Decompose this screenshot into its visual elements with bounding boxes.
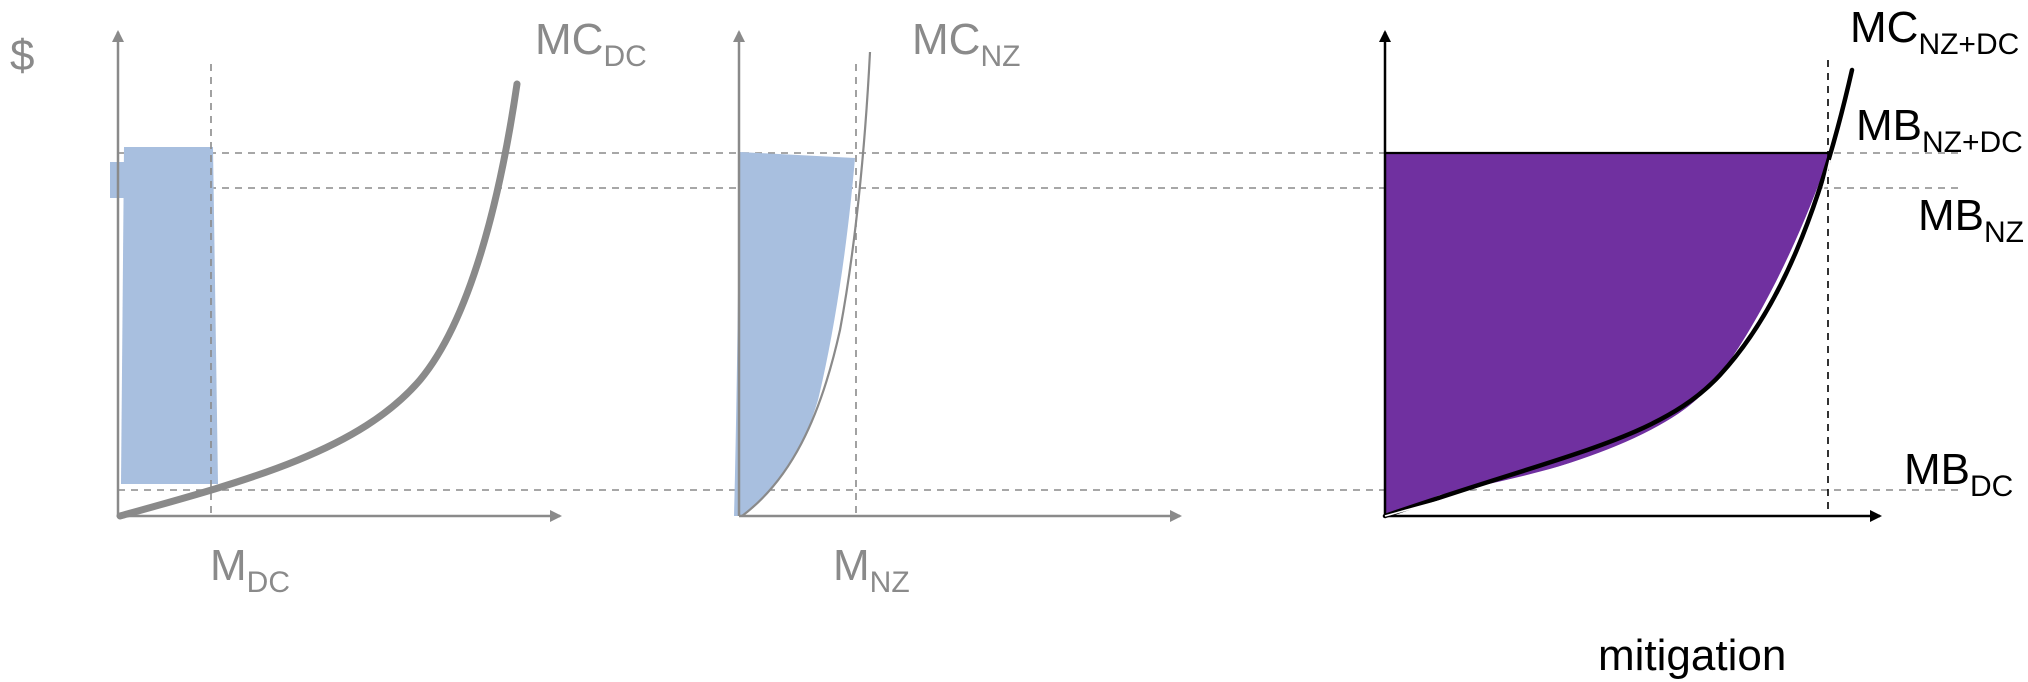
x-axis-label: mitigation <box>1598 631 1786 680</box>
mc-dc-label-sub: DC <box>603 40 646 73</box>
mc-nz-label: MCNZ <box>912 15 1020 73</box>
mc-dc-label: MCDC <box>535 15 647 73</box>
y-axis-label: $ <box>10 31 34 80</box>
m-nz-label-sub: NZ <box>870 566 910 599</box>
panel-nz <box>733 30 1182 522</box>
mb-dc-label-sub: DC <box>1970 470 2013 503</box>
mb-nz-dc-label-sub: NZ+DC <box>1922 126 2023 159</box>
panel-combined <box>1379 30 1882 522</box>
mc-nz-dc-label: MCNZ+DC <box>1850 3 2019 61</box>
combined-benefit-curve <box>1384 159 1831 517</box>
mb-nz-dc-label: MBNZ+DC <box>1856 101 2023 159</box>
mc-nz-dc-label-main: MC <box>1850 3 1918 52</box>
nz-blue-area <box>734 152 855 516</box>
mc-nz-label-sub: NZ <box>980 40 1020 73</box>
mc-nz-dc-label-sub: NZ+DC <box>1918 28 2019 61</box>
m-nz-label-main: M <box>833 541 870 590</box>
mb-nz-label-sub: NZ <box>1984 216 2024 249</box>
nz-marginal-cost-curve <box>741 51 872 517</box>
mb-nz-dc-label-main: MB <box>1856 101 1922 150</box>
panel-dc <box>110 30 562 522</box>
dc-blue-area <box>121 147 218 484</box>
mb-dc-label-main: MB <box>1904 445 1970 494</box>
mb-nz-label-main: MB <box>1918 191 1984 240</box>
m-nz-label: MNZ <box>833 541 910 599</box>
mc-nz-label-main: MC <box>912 15 980 64</box>
combined-purple-area <box>1385 153 1830 516</box>
m-dc-label-main: M <box>210 541 247 590</box>
mb-dc-label: MBDC <box>1904 445 2013 503</box>
dc-marginal-cost-curve <box>116 80 521 520</box>
mb-nz-label: MBNZ <box>1918 191 2024 249</box>
m-dc-label: MDC <box>210 541 290 599</box>
m-dc-label-sub: DC <box>247 566 290 599</box>
combined-marginal-cost-curve <box>1382 67 1855 519</box>
mc-dc-label-main: MC <box>535 15 603 64</box>
